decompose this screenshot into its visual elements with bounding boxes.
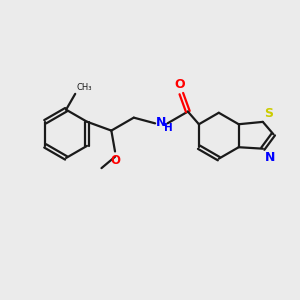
Text: CH₃: CH₃ xyxy=(77,83,92,92)
Text: S: S xyxy=(265,106,274,119)
Text: N: N xyxy=(265,151,275,164)
Text: H: H xyxy=(164,123,172,133)
Text: N: N xyxy=(156,116,167,129)
Text: O: O xyxy=(110,154,120,167)
Text: O: O xyxy=(175,78,185,91)
